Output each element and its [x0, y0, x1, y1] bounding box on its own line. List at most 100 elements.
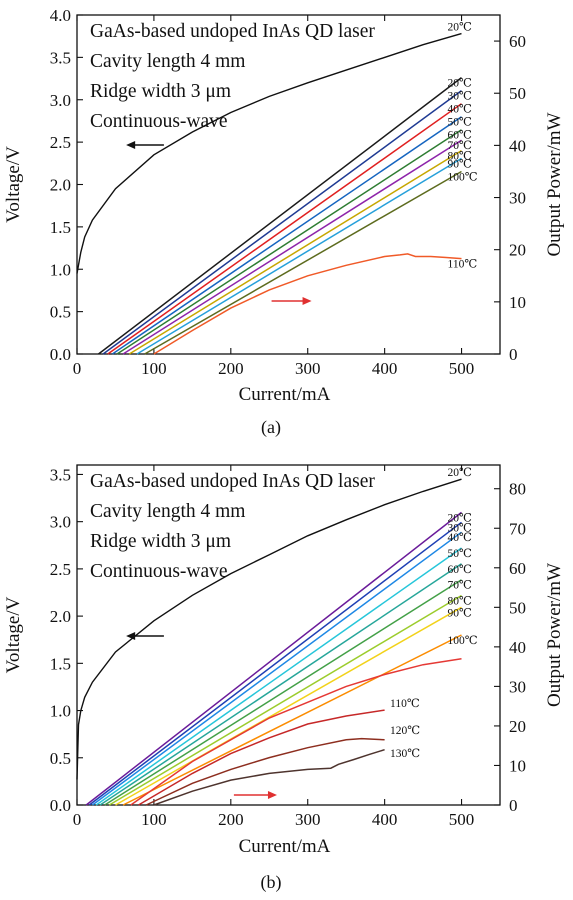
- power-series-line: [88, 521, 462, 806]
- series-label: 100℃: [448, 171, 478, 183]
- power-series-line: [99, 563, 462, 806]
- series-label: 90℃: [448, 607, 473, 619]
- x-tick-label: 300: [295, 810, 321, 829]
- y-tick-label: 0.0: [50, 796, 71, 815]
- power-series-line: [111, 116, 462, 355]
- y2-axis-label: Output Power/mW: [544, 112, 565, 256]
- power-series-line: [102, 89, 462, 355]
- series-label: 20℃: [448, 512, 473, 524]
- voltage-curve-label: 20℃: [448, 467, 473, 479]
- y-tick-label: 3.0: [50, 513, 71, 532]
- power-axis-arrowhead: [302, 297, 312, 305]
- y2-tick-label: 80: [509, 480, 526, 499]
- power-series-line: [107, 103, 462, 355]
- y2-tick-label: 30: [509, 189, 526, 208]
- panel-label: (a): [261, 417, 281, 438]
- y2-tick-label: 20: [509, 241, 526, 260]
- x-tick-label: 200: [218, 359, 244, 378]
- y2-tick-label: 10: [509, 293, 526, 312]
- power-series-line: [122, 634, 462, 806]
- annotation-line: Cavity length 4 mm: [90, 51, 245, 72]
- series-label: 70℃: [448, 580, 473, 592]
- series-label: 110℃: [390, 698, 420, 710]
- y-tick-label: 2.5: [50, 560, 71, 579]
- series-label: 40℃: [448, 104, 473, 116]
- y2-tick-label: 60: [509, 559, 526, 578]
- series-label: 120℃: [390, 725, 420, 737]
- power-series-line: [138, 709, 385, 806]
- y-tick-label: 0.0: [50, 345, 71, 364]
- y-tick-label: 2.5: [50, 133, 71, 152]
- y2-tick-label: 60: [509, 32, 526, 51]
- power-series-line: [130, 657, 462, 806]
- series-label: 20℃: [448, 78, 473, 90]
- y2-tick-label: 40: [509, 136, 526, 155]
- power-series-line: [128, 149, 462, 355]
- y2-tick-label: 70: [509, 519, 526, 538]
- power-series-line: [153, 748, 385, 806]
- power-series-line: [136, 157, 462, 355]
- voltage-curve-label: 20℃: [448, 22, 473, 34]
- y-axis-label: Voltage/V: [3, 146, 24, 223]
- y2-axis-label: Output Power/mW: [544, 563, 565, 707]
- y2-tick-label: 40: [509, 638, 526, 657]
- plot-frame: [76, 464, 501, 806]
- series-label: 30℃: [448, 522, 473, 534]
- power-series-line: [108, 594, 462, 806]
- voltage-curve: [76, 32, 462, 274]
- x-axis-label: Current/mA: [239, 836, 331, 857]
- series-label: 40℃: [448, 532, 473, 544]
- x-tick-label: 300: [295, 359, 321, 378]
- x-tick-label: 400: [372, 810, 398, 829]
- series-label: 130℃: [390, 748, 420, 760]
- y-tick-label: 1.5: [50, 218, 71, 237]
- series-label: 50℃: [448, 548, 473, 560]
- y2-tick-label: 10: [509, 756, 526, 775]
- power-axis-arrowhead: [267, 791, 277, 799]
- y2-tick-label: 50: [509, 84, 526, 103]
- x-tick-label: 500: [449, 810, 475, 829]
- series-label: 90℃: [448, 158, 473, 170]
- series-label: 60℃: [448, 564, 473, 576]
- series-label: 50℃: [448, 117, 473, 129]
- power-series-line: [98, 77, 462, 355]
- y-tick-label: 1.0: [50, 260, 71, 279]
- x-tick-label: 0: [73, 810, 82, 829]
- power-series-line: [144, 170, 462, 355]
- power-series-line: [153, 253, 462, 355]
- y2-tick-label: 50: [509, 598, 526, 617]
- y2-tick-label: 20: [509, 717, 526, 736]
- panel-a: 0 100 200 300 400 5000.00.51.01.52.02.53.03.5…: [3, 6, 565, 438]
- series-label: 80℃: [448, 151, 473, 163]
- series-label: 80℃: [448, 595, 473, 607]
- y-tick-label: 0.5: [50, 749, 71, 768]
- y-axis-label: Voltage/V: [3, 596, 24, 673]
- annotation-line: Ridge width 3 μm: [90, 81, 231, 102]
- panel-b: 0 100 200 300 400 5000.00.51.01.52.02.53.03.5…: [3, 464, 565, 893]
- x-tick-label: 200: [218, 810, 244, 829]
- y-tick-label: 1.5: [50, 654, 71, 673]
- voltage-curve: [76, 478, 462, 780]
- y-tick-label: 2.0: [50, 176, 71, 195]
- voltage-axis-arrowhead: [126, 141, 136, 149]
- x-tick-label: 100: [141, 359, 167, 378]
- annotation-line: GaAs-based undoped InAs QD laser: [90, 471, 375, 492]
- x-tick-label: 0: [73, 359, 82, 378]
- series-label: 100℃: [448, 635, 478, 647]
- y-tick-label: 4.0: [50, 6, 71, 25]
- panel-label: (b): [261, 872, 282, 893]
- power-series-line: [91, 531, 462, 806]
- y2-tick-label: 0: [509, 345, 518, 364]
- annotation-line: Ridge width 3 μm: [90, 531, 231, 552]
- series-label: 70℃: [448, 140, 473, 152]
- y-tick-label: 3.5: [50, 48, 71, 67]
- annotation-line: GaAs-based undoped InAs QD laser: [90, 21, 375, 42]
- annotation-line: Continuous-wave: [90, 111, 228, 132]
- voltage-axis-arrowhead: [126, 632, 136, 640]
- annotation-line: Continuous-wave: [90, 561, 228, 582]
- y-tick-label: 0.5: [50, 303, 71, 322]
- power-series-line: [104, 579, 462, 806]
- power-series-line: [122, 139, 462, 355]
- y-tick-label: 2.0: [50, 607, 71, 626]
